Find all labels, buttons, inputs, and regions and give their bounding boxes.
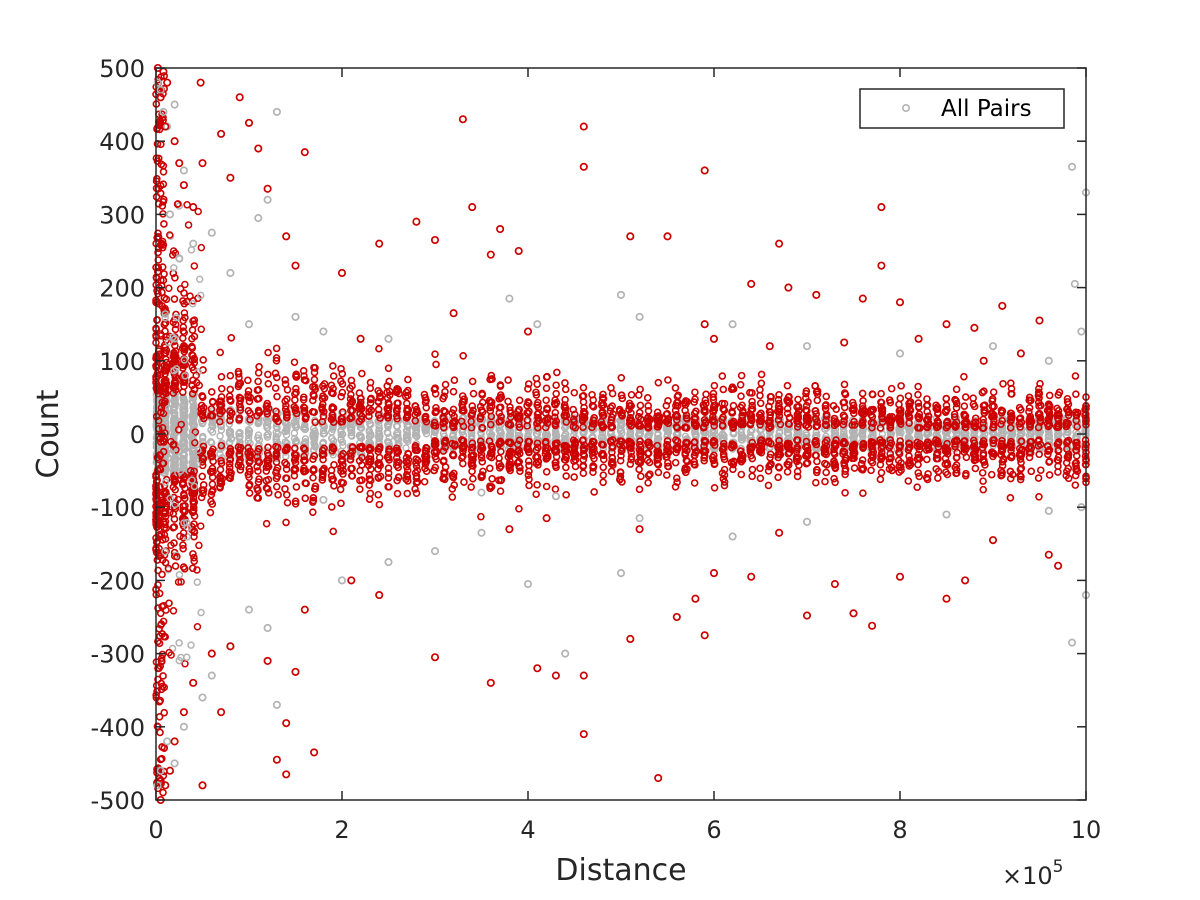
scatter-point-all-pairs xyxy=(309,431,317,440)
scatter-point-all-pairs xyxy=(365,428,374,436)
scatter-point-all-pairs xyxy=(337,434,345,443)
scatter-point-all-pairs xyxy=(179,450,187,459)
scatter-point-all-pairs xyxy=(207,438,215,446)
scatter-point-all-pairs xyxy=(227,435,235,443)
scatter-point-all-pairs xyxy=(355,431,364,440)
scatter-point-all-pairs xyxy=(188,411,197,419)
scatter-point-all-pairs xyxy=(320,429,329,438)
scatter-point-all-pairs xyxy=(180,438,189,447)
scatter-point-all-pairs xyxy=(301,435,310,443)
dense-scatter-layer xyxy=(152,72,1090,797)
scatter-point-all-pairs xyxy=(348,428,356,436)
scatter-point-all-pairs xyxy=(245,430,253,438)
scatter-point-all-pairs xyxy=(225,420,234,428)
scatter-point-all-pairs xyxy=(338,430,347,438)
scatter-point-all-pairs xyxy=(180,455,188,463)
scatter-point-all-pairs xyxy=(310,438,318,447)
scatter-point-all-pairs xyxy=(365,417,373,425)
scatter-point-all-pairs xyxy=(255,436,263,444)
scatter-point-all-pairs xyxy=(179,411,187,419)
scatter-point-all-pairs xyxy=(282,424,291,432)
scatter-point-all-pairs xyxy=(170,396,178,404)
scatter-point-all-pairs xyxy=(190,460,198,469)
scatter-point-all-pairs xyxy=(264,419,272,427)
scatter-point-all-pairs xyxy=(263,431,271,439)
scatter-point-all-pairs xyxy=(338,438,347,446)
scatter-point-all-pairs xyxy=(319,443,327,452)
scatter-point-all-pairs xyxy=(255,418,263,427)
scatter-point-all-pairs xyxy=(367,420,375,429)
scatter-point-all-pairs xyxy=(292,437,300,446)
scatter-point-all-pairs xyxy=(216,450,224,458)
scatter-point-all-pairs xyxy=(282,426,291,435)
scatter-point-all-pairs xyxy=(254,431,263,439)
scatter-point-all-pairs xyxy=(199,432,207,441)
scatter-point-all-pairs xyxy=(179,440,187,448)
scatter-point-all-pairs xyxy=(357,424,366,432)
scatter-point-all-pairs xyxy=(263,424,271,432)
scatter-point-all-pairs xyxy=(311,443,319,451)
scatter-point-all-pairs xyxy=(282,431,291,439)
scatter-point-all-pairs xyxy=(226,427,235,436)
scatter-point-all-pairs xyxy=(272,433,280,441)
scatter-point-all-pairs xyxy=(300,424,308,432)
scatter-point-all-pairs xyxy=(198,437,207,446)
scatter-point-all-pairs xyxy=(236,429,244,437)
scatter-point-all-pairs xyxy=(171,449,180,457)
scatter-point-all-pairs xyxy=(216,432,224,440)
scatter-point-all-pairs xyxy=(328,434,336,443)
scatter-point-all-pairs xyxy=(347,431,355,440)
scatter-point-all-pairs xyxy=(170,411,179,420)
scatter-point-all-pairs xyxy=(327,428,336,436)
scatter-point-all-pairs xyxy=(255,449,264,457)
scatter-point-all-pairs xyxy=(170,431,178,439)
scatter-point-all-pairs xyxy=(188,393,197,401)
scatter-point-all-pairs xyxy=(190,421,199,429)
scatter-point-all-pairs xyxy=(216,445,225,453)
scatter-point-all-pairs xyxy=(208,428,217,436)
scatter-point-all-pairs xyxy=(170,457,178,465)
scatter-point-all-pairs xyxy=(339,441,347,450)
scatter-point-all-pairs xyxy=(292,422,300,431)
scatter-point-all-pairs xyxy=(348,424,356,432)
scatter-point-all-pairs xyxy=(244,426,253,434)
